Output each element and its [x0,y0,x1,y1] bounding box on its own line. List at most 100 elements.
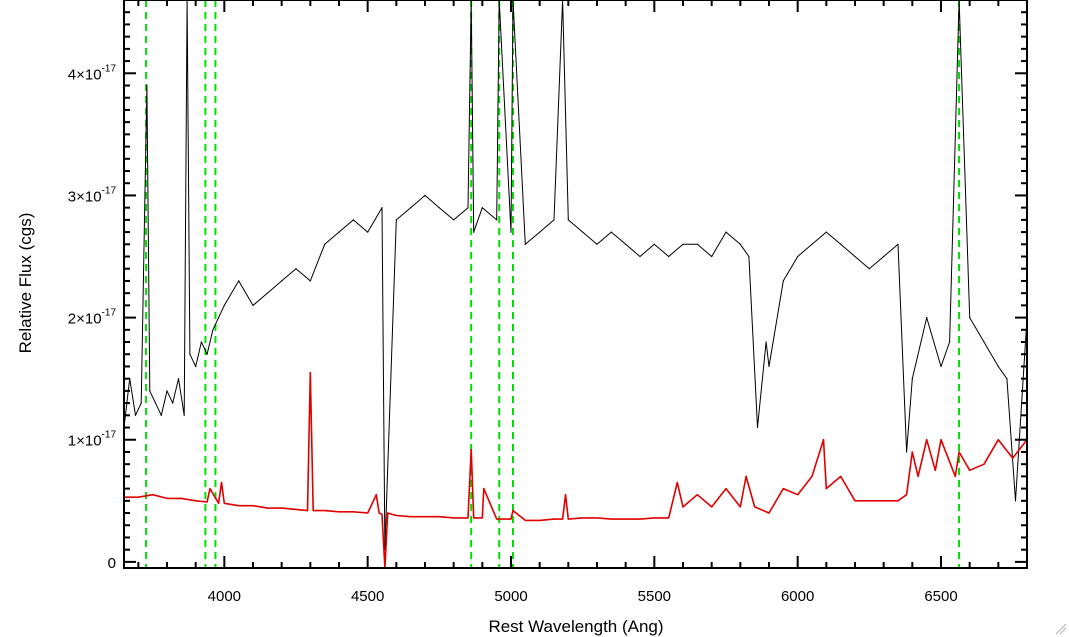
series-0-point-5 [149,390,151,392]
x-tick-label-6500: 6500 [924,588,957,605]
series-1-point-50 [625,518,627,520]
series-0-point-36 [453,219,455,221]
y-tick-label-0: 0 [108,555,116,572]
series-0-point-17 [212,329,214,331]
series-1-point-32 [453,517,455,519]
series-1-point-69 [854,500,856,502]
series-0-point-50 [582,231,584,233]
series-0-point-67 [797,255,799,258]
series-1-point-44 [562,518,564,520]
x-tick-label-4500: 4500 [351,588,384,605]
series-1-point-71 [883,500,885,502]
x-tick-label-5000: 5000 [494,588,527,605]
series-0-point-77 [926,317,928,319]
series-0-point-18 [218,317,220,319]
series-1-point-25 [381,513,383,515]
series-0-point-14 [195,365,197,368]
series-0-point-3 [140,402,142,404]
series-0-point-16 [206,353,208,355]
series-0-point-63 [756,426,759,429]
y-tick-label-base-3: 3×10 [68,188,102,205]
series-0-point-28 [352,219,354,221]
series-0-point-72 [868,268,870,270]
series-0-point-34 [424,194,426,196]
series-0-point-39 [473,231,475,233]
series-1-point-56 [696,494,698,496]
y-tick-label-4: 4×10-17 [68,63,117,83]
series-1-point-73 [906,494,908,496]
series-1-point-59 [739,506,741,508]
series-1-point-41 [524,519,526,522]
series-1-point-20 [338,511,340,513]
series-1-point-42 [539,519,541,522]
series-0-point-30 [381,207,383,209]
y-tick-label-3: 3×10-17 [68,185,117,205]
series-1-point-51 [639,518,641,520]
series-1-point-54 [676,481,678,484]
y-tick-label-1: 1×10-17 [68,430,117,450]
y-tick-label-2: 2×10-17 [68,308,117,328]
series-1-point-24 [378,512,380,514]
series-1-point-80 [958,451,960,453]
series-1-point-40 [512,510,514,512]
series-1-point-38 [496,518,498,520]
series-1-point-5 [195,500,197,502]
series-1-point-7 [209,488,211,490]
y-axis-title: Relative Flux (cgs) [16,213,35,354]
series-0-point-35 [438,207,440,209]
series-1-point-79 [954,475,956,477]
series-1-point-83 [997,439,999,441]
series-0-point-55 [653,243,655,245]
series-0-point-13 [189,353,191,355]
series-1-point-33 [467,517,469,519]
series-1-point-74 [911,451,913,453]
resize-grip-icon[interactable] [1055,623,1067,635]
series-1-point-31 [438,516,440,518]
series-0-point-47 [553,219,555,221]
series-0-point-9 [172,402,174,404]
series-0-point-78 [940,365,942,368]
series-1-point-77 [934,469,936,471]
plot-frame [123,0,1028,569]
series-0-point-65 [768,365,770,368]
series-0-point-57 [682,243,684,245]
series-0-point-24 [295,268,297,270]
series-0-point-59 [711,255,713,258]
y-tick-label-exponent-1: -17 [102,430,117,441]
series-0-point-79 [949,341,951,343]
series-0-point-56 [668,255,670,258]
series-1-point-76 [926,439,928,441]
series-1-point-16 [306,510,309,512]
series-1-point-13 [266,507,268,509]
series-0-point-25 [309,280,311,282]
y-tick-label-base-0: 0 [108,555,116,572]
series-1-point-18 [312,510,314,512]
series-0-point-81 [969,317,971,319]
y-tick-label-exponent-2: -17 [102,308,117,319]
x-tick-label-4000: 4000 [208,588,241,605]
plot-border [123,0,1028,569]
series-0-point-11 [183,414,185,416]
y-tick-label-exponent-3: -17 [102,185,117,196]
series-0-point-43 [510,231,512,233]
series-1-point-55 [682,506,684,508]
series-0-point-61 [739,243,741,245]
y-tick-labels: 01×10-172×10-173×10-174×10-17 [68,63,117,572]
series-1-point-2 [152,494,154,496]
series-1-point-64 [797,494,799,496]
series-0-point-82 [983,341,985,343]
series-0-point-62 [748,255,750,258]
series-0-point-15 [200,341,202,343]
series-0-point-58 [696,243,698,245]
series-0-point-70 [840,243,842,245]
series-0-point-84 [1006,378,1008,380]
series-0-point-64 [765,341,767,343]
series-1-point-48 [596,517,598,519]
series-1-point-43 [553,518,555,520]
series-1-point-62 [768,512,770,514]
series-0-point-8 [166,390,168,392]
series-0-point-49 [567,219,569,221]
series-0-point-19 [223,304,225,306]
series-0-point-66 [782,280,784,282]
series-1-point-10 [223,502,225,504]
